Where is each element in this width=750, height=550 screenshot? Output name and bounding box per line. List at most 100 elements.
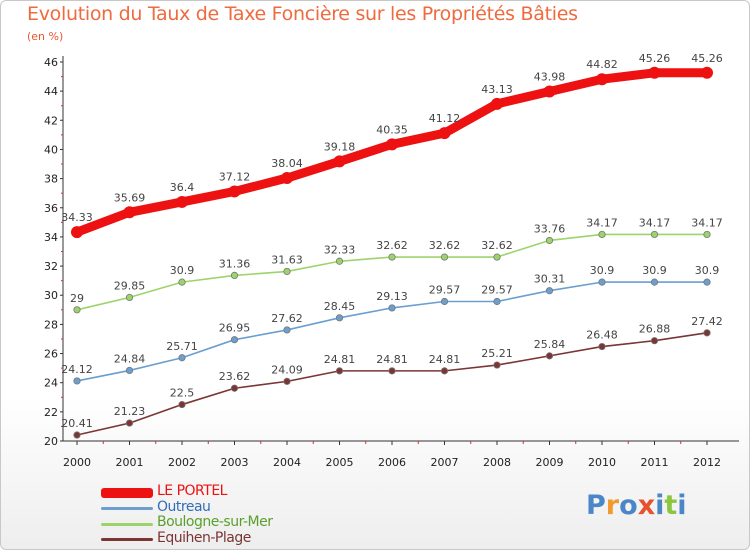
- y-tick-label: 40: [44, 143, 58, 156]
- data-label: 35.69: [114, 191, 146, 204]
- data-point: [73, 377, 81, 385]
- legend-item: Outreau: [101, 498, 361, 517]
- data-label: 40.35: [376, 123, 408, 136]
- data-point: [703, 278, 711, 286]
- data-label: 25.21: [481, 347, 513, 360]
- data-point: [543, 85, 556, 98]
- data-label: 29.85: [114, 279, 146, 292]
- y-tick-label: 30: [44, 289, 58, 302]
- data-label: 31.63: [271, 253, 303, 266]
- data-label: 24.81: [324, 353, 356, 366]
- data-point: [493, 297, 501, 306]
- logo-letter: t: [664, 490, 678, 521]
- data-label: 27.42: [691, 315, 723, 328]
- y-tick-label: 20: [44, 435, 58, 448]
- data-label: 23.62: [219, 370, 251, 383]
- data-label: 34.17: [639, 216, 671, 229]
- y-tick-label: 34: [44, 231, 58, 244]
- x-tick-label: 2008: [483, 456, 511, 469]
- data-label: 30.9: [642, 264, 667, 277]
- data-point: [545, 236, 554, 245]
- y-tick-label: 36: [44, 202, 58, 215]
- x-tick-label: 2009: [536, 456, 564, 469]
- data-label: 44.82: [586, 58, 618, 71]
- data-label: 26.88: [639, 323, 671, 336]
- y-tick-label: 26: [44, 348, 58, 361]
- data-point: [388, 367, 396, 375]
- data-point: [703, 329, 711, 337]
- logo-letter: o: [619, 490, 638, 521]
- legend-item: Boulogne-sur-Mer: [101, 514, 361, 532]
- x-tick-label: 2000: [63, 456, 91, 469]
- data-point: [386, 138, 398, 151]
- data-point: [335, 257, 344, 265]
- data-label: 22.5: [170, 387, 195, 400]
- logo-letter: i: [655, 490, 665, 521]
- data-label: 34.17: [691, 216, 723, 229]
- legend-swatch: [101, 488, 153, 498]
- x-tick-label: 2012: [693, 456, 721, 469]
- y-tick-label: 28: [44, 318, 58, 331]
- data-point: [73, 431, 81, 439]
- data-label: 32.33: [324, 243, 356, 256]
- data-point: [123, 206, 136, 219]
- data-point: [388, 304, 396, 312]
- x-tick-label: 2003: [221, 456, 249, 469]
- unit-label: (en %): [27, 30, 64, 43]
- y-tick-label: 38: [44, 173, 58, 186]
- data-point: [438, 127, 451, 140]
- x-tick-label: 2001: [116, 456, 144, 469]
- data-label: 26.95: [219, 322, 251, 335]
- data-label: 45.26: [691, 52, 723, 65]
- legend-label: Outreau: [157, 498, 211, 515]
- data-point: [335, 367, 344, 375]
- data-point: [125, 293, 134, 302]
- data-point: [230, 336, 239, 344]
- legend-label: LE PORTEL: [157, 483, 227, 499]
- y-tick-label: 46: [44, 56, 58, 69]
- data-label: 30.9: [170, 264, 195, 277]
- data-point: [283, 267, 291, 276]
- data-point: [283, 377, 291, 385]
- data-label: 32.62: [481, 239, 513, 252]
- data-point: [650, 278, 659, 286]
- data-label: 26.48: [586, 329, 618, 342]
- data-label: 43.98: [534, 70, 566, 83]
- data-point: [388, 253, 396, 261]
- data-label: 21.23: [114, 405, 146, 418]
- data-label: 29: [70, 292, 84, 305]
- data-point: [333, 155, 346, 168]
- data-point: [228, 185, 241, 198]
- legend-label: Boulogne-sur-Mer: [157, 514, 273, 530]
- data-label: 31.36: [219, 257, 251, 270]
- y-tick-label: 42: [44, 114, 58, 127]
- data-point: [178, 354, 186, 362]
- data-label: 24.81: [429, 353, 461, 366]
- y-tick-label: 32: [44, 260, 58, 273]
- data-point: [493, 253, 501, 261]
- data-label: 29.57: [481, 283, 513, 296]
- data-point: [650, 230, 659, 239]
- legend: LE PORTEL Outreau Boulogne-sur-Mer Equihen-…: [101, 483, 361, 547]
- logo-letter: x: [637, 490, 656, 521]
- data-point: [178, 278, 186, 286]
- data-point: [491, 97, 503, 110]
- legend-swatch: [101, 522, 153, 526]
- data-point: [440, 253, 449, 261]
- data-point: [598, 278, 606, 286]
- data-point: [281, 172, 293, 185]
- data-label: 33.76: [534, 222, 566, 235]
- logo-letter: P: [586, 490, 606, 521]
- y-tick-label: 24: [44, 377, 58, 390]
- data-point: [545, 287, 554, 295]
- data-label: 32.62: [429, 239, 461, 252]
- logo-letter: r: [605, 490, 620, 521]
- data-point: [650, 337, 659, 345]
- data-label: 45.26: [639, 52, 671, 65]
- data-point: [598, 342, 606, 351]
- data-label: 39.18: [324, 140, 356, 153]
- data-point: [176, 195, 188, 208]
- data-label: 25.71: [166, 340, 198, 353]
- chart-title: Evolution du Taux de Taxe Foncière sur l…: [27, 3, 578, 25]
- x-tick-label: 2007: [431, 456, 459, 469]
